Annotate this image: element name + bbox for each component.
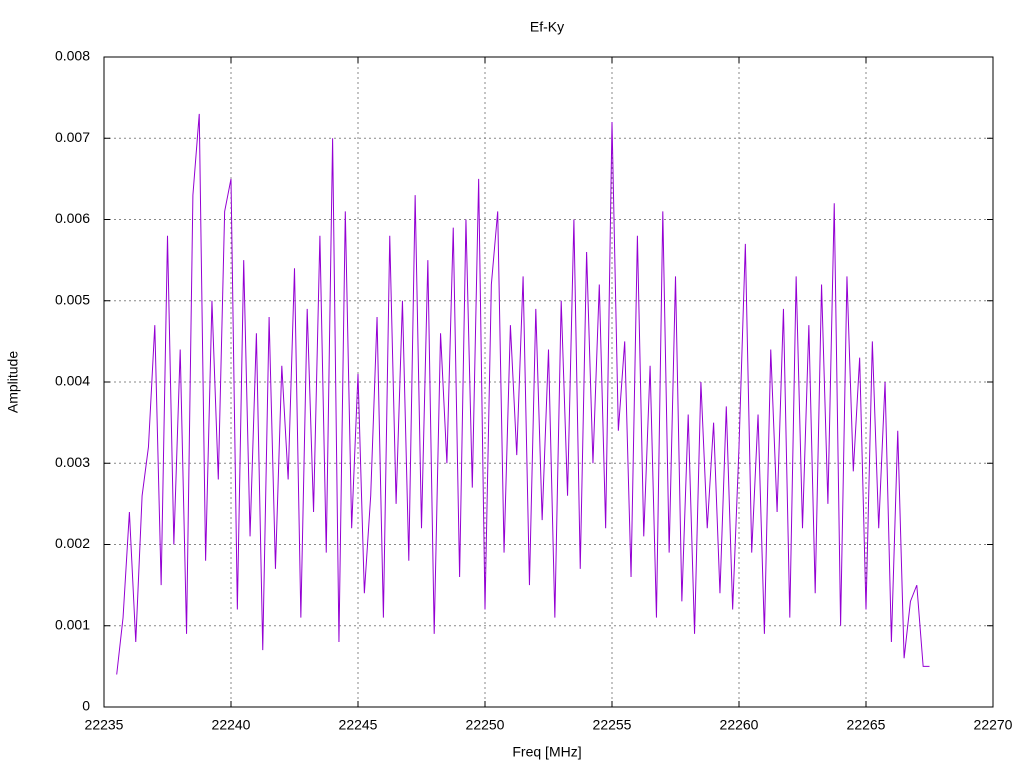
x-tick-label: 22235 xyxy=(85,717,124,733)
y-tick-label: 0.008 xyxy=(55,48,90,64)
y-tick-label: 0.004 xyxy=(55,373,90,389)
x-tick-label: 22260 xyxy=(720,717,759,733)
y-tick-label: 0.005 xyxy=(55,291,90,307)
y-tick-label: 0.002 xyxy=(55,535,90,551)
x-tick-label: 22255 xyxy=(593,717,632,733)
y-axis-label: Amplitude xyxy=(5,351,21,413)
data-line xyxy=(116,113,930,675)
x-tick-label: 22265 xyxy=(847,717,886,733)
x-tick-label: 22245 xyxy=(339,717,378,733)
chart-title: Ef-Ky xyxy=(530,19,564,35)
y-tick-label: 0 xyxy=(82,698,90,714)
x-axis-label: Freq [MHz] xyxy=(512,744,581,760)
y-tick-label: 0.003 xyxy=(55,454,90,470)
x-tick-label: 22240 xyxy=(212,717,251,733)
y-tick-label: 0.006 xyxy=(55,210,90,226)
y-tick-label: 0.007 xyxy=(55,129,90,145)
x-tick-label: 22250 xyxy=(466,717,505,733)
y-tick-label: 0.001 xyxy=(55,616,90,632)
plot-border xyxy=(103,56,994,708)
x-tick-label: 22270 xyxy=(974,717,1013,733)
